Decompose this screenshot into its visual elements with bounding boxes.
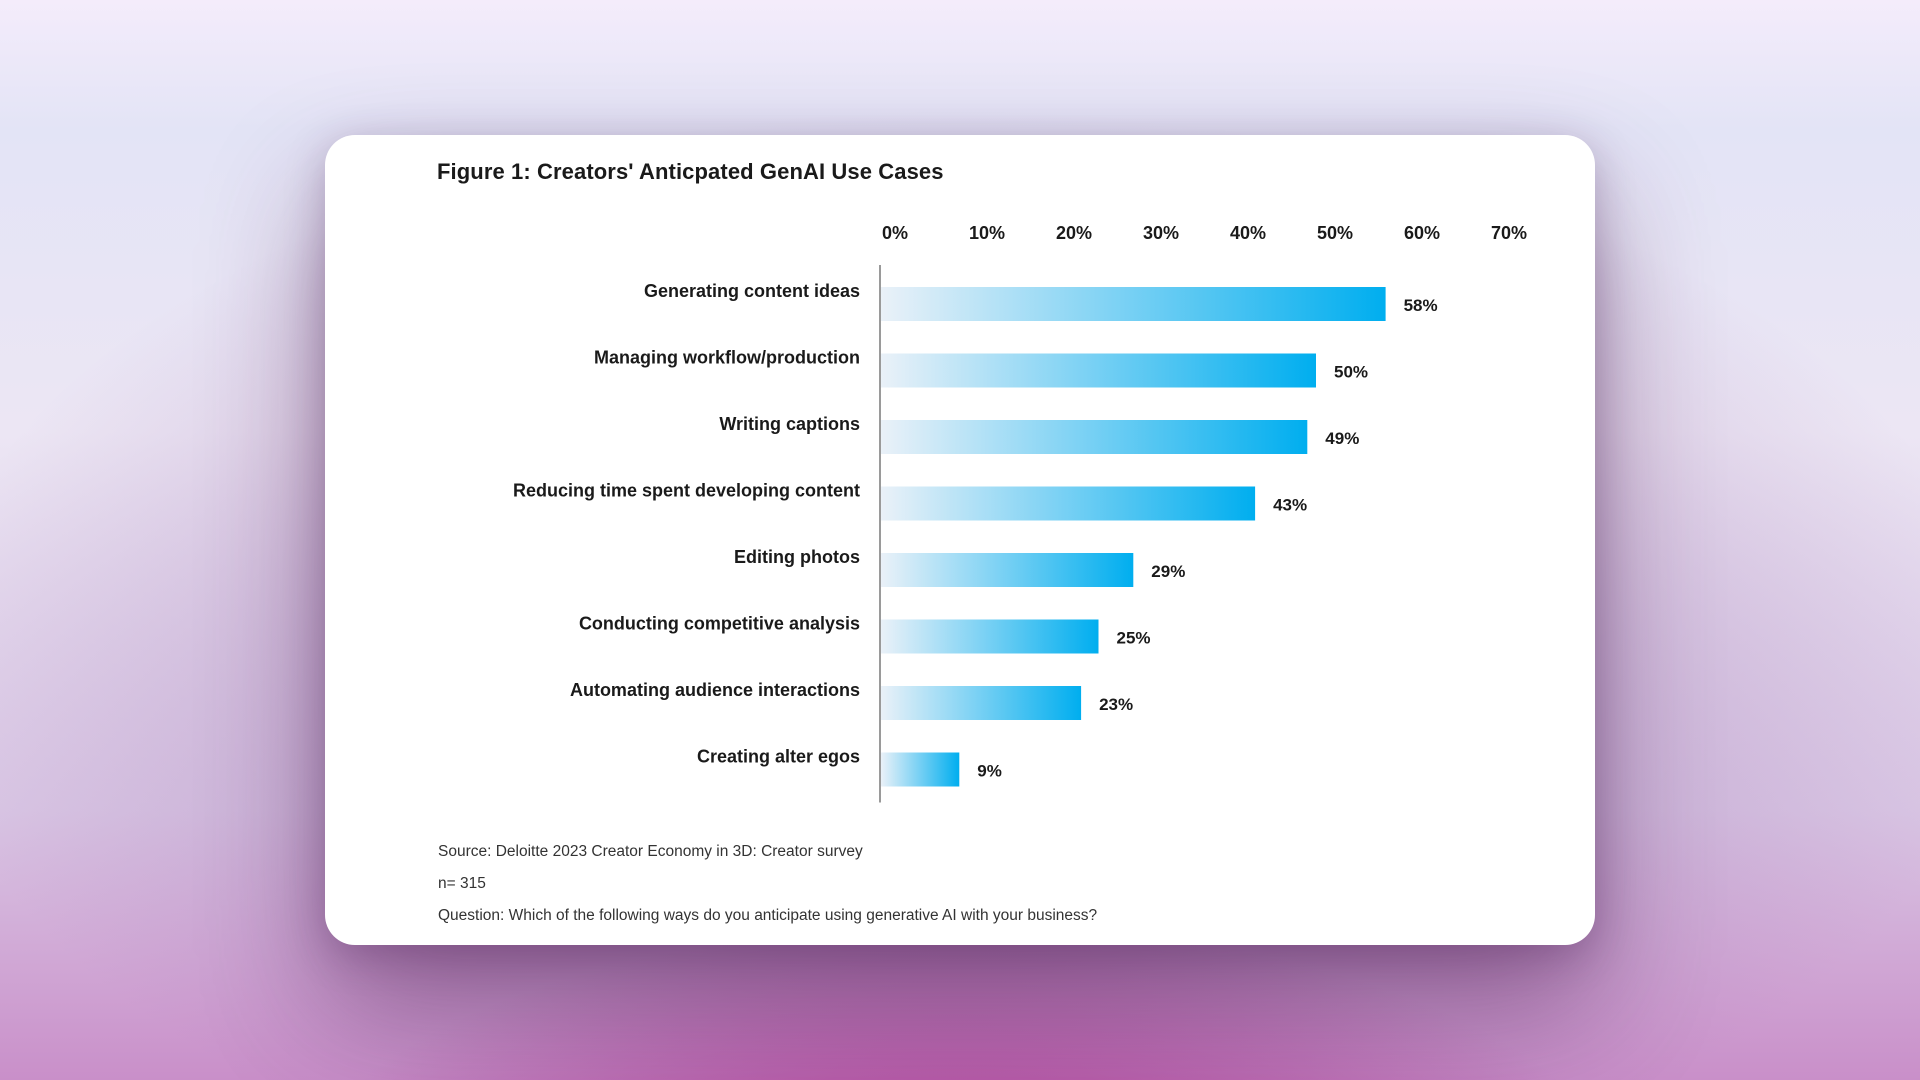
value-label: 23% (1099, 695, 1133, 714)
chart-title: Figure 1: Creators' Anticpated GenAI Use… (437, 159, 944, 184)
bar (881, 553, 1134, 587)
category-label: Automating audience interactions (570, 680, 860, 700)
x-axis-ticks: 0% 10% 20% 30% 40% 50% 60% 70% (882, 223, 1527, 243)
category-label: Creating alter egos (697, 747, 860, 767)
source-note: Source: Deloitte 2023 Creator Economy in… (438, 843, 863, 860)
bar (881, 686, 1082, 720)
value-labels: 58% 50% 49% 43% 29% 25% 23% 9% (977, 296, 1437, 781)
bar (881, 420, 1308, 454)
bar (881, 619, 1099, 654)
sample-size-note: n= 315 (438, 875, 486, 892)
x-tick-label: 60% (1404, 223, 1440, 243)
value-label: 43% (1273, 496, 1307, 515)
value-label: 9% (977, 762, 1002, 781)
x-tick-label: 50% (1317, 223, 1353, 243)
bar (881, 287, 1386, 321)
bar-chart: 0% 10% 20% 30% 40% 50% 60% 70% Generating conte… (513, 223, 1527, 803)
chart-notes: Source: Deloitte 2023 Creator Economy in… (438, 836, 1097, 932)
x-tick-label: 40% (1230, 223, 1266, 243)
value-label: 58% (1404, 296, 1438, 315)
category-label: Generating content ideas (644, 281, 860, 301)
category-label: Editing photos (734, 547, 860, 567)
chart-card: Figure 1: Creators' Anticpated GenAI Use… (325, 135, 1595, 945)
category-label: Writing captions (719, 414, 860, 434)
x-tick-label: 0% (882, 223, 908, 243)
bar (881, 353, 1316, 388)
question-note: Question: Which of the following ways do… (438, 907, 1098, 924)
x-tick-label: 30% (1143, 223, 1179, 243)
bars (881, 287, 1386, 787)
value-label: 49% (1325, 429, 1359, 448)
value-label: 29% (1151, 562, 1185, 581)
x-tick-label: 70% (1491, 223, 1527, 243)
value-label: 50% (1334, 363, 1368, 382)
x-tick-label: 10% (969, 223, 1005, 243)
value-label: 25% (1117, 629, 1151, 648)
category-label: Managing workflow/production (594, 348, 860, 368)
bar (881, 486, 1256, 521)
category-label: Conducting competitive analysis (579, 614, 860, 634)
category-label: Reducing time spent developing content (513, 481, 860, 501)
x-tick-label: 20% (1056, 223, 1092, 243)
category-labels: Generating content ideas Managing workflo… (513, 281, 860, 767)
bar (881, 752, 960, 787)
